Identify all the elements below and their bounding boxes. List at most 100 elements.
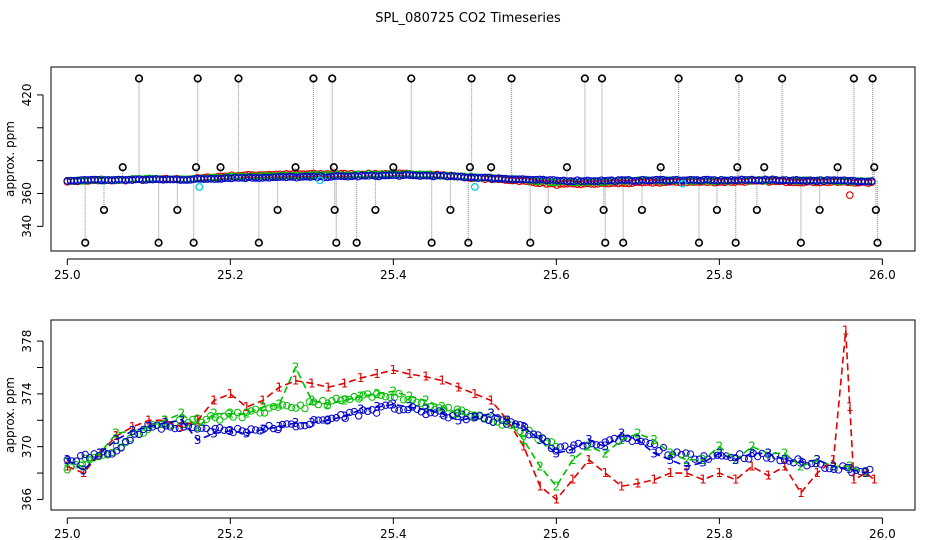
series-1-marker: 1	[373, 367, 381, 381]
blue-circle	[162, 422, 170, 430]
series-1-marker: 1	[683, 466, 691, 480]
green-circle	[386, 393, 394, 401]
black-point	[599, 205, 608, 215]
blue-circle	[81, 450, 89, 459]
blue-circle	[520, 422, 529, 431]
green-circle	[319, 396, 327, 405]
blue-circle	[722, 452, 731, 460]
series-2-marker: 2	[716, 440, 724, 454]
series-2-marker: 2	[487, 407, 495, 421]
black-point	[389, 163, 398, 172]
series-2-marker: 2	[667, 446, 675, 460]
green-circle	[265, 404, 273, 412]
series-2-marker: 2	[846, 459, 854, 473]
cyan-point	[678, 179, 687, 188]
top-y-axis-label: approx. ppm	[3, 121, 17, 197]
green-circle	[359, 391, 367, 399]
y-tick-label: 420	[20, 83, 34, 106]
series-1-marker: 1	[748, 459, 756, 473]
black-point	[173, 205, 182, 215]
green-circle	[301, 404, 309, 413]
series-1-line	[67, 330, 875, 501]
series-2-marker: 2	[797, 459, 805, 473]
green-circle	[507, 421, 515, 429]
series-2-marker: 2	[373, 387, 381, 401]
black-point	[329, 163, 338, 172]
blue-circle	[426, 408, 435, 417]
series-2-marker: 2	[422, 393, 430, 407]
black-point	[752, 205, 761, 215]
green-circle	[444, 403, 453, 412]
green-circle	[233, 408, 242, 417]
series-3-marker: 3	[569, 442, 577, 456]
series-2-marker: 2	[585, 440, 593, 454]
black-point	[371, 205, 380, 215]
series-3-marker: 3	[390, 397, 398, 411]
blue-circle	[126, 436, 134, 445]
top-x-axis: 25.0 25.2 25.4 25.6 25.8 26.0	[54, 258, 896, 282]
black-point	[328, 74, 337, 83]
series-1-marker: 1	[341, 376, 349, 390]
black-point	[189, 238, 198, 247]
series-2-marker: 2	[520, 433, 528, 447]
black-point	[407, 74, 416, 83]
blue-point	[867, 177, 876, 185]
series-2-marker: 2	[308, 393, 316, 407]
black-point	[833, 163, 842, 172]
green-circle	[525, 426, 533, 435]
series-1-marker: 1	[112, 429, 120, 443]
series-2-marker: 2	[553, 479, 561, 493]
series-3-marker: 3	[601, 440, 609, 454]
series-1-marker: 1	[716, 466, 724, 480]
series-2-marker: 2	[210, 407, 218, 421]
series-3-marker: 3	[683, 459, 691, 473]
black-point	[694, 238, 704, 247]
series-2-marker: 2	[227, 407, 235, 421]
x-tick-label: 25.2	[217, 527, 244, 540]
blue-circle	[323, 416, 332, 424]
black-point	[656, 163, 665, 172]
series-3-marker: 3	[308, 416, 316, 430]
green-circle	[211, 413, 219, 422]
series-3-marker: 3	[781, 453, 789, 467]
series-1-marker: 1	[667, 466, 675, 480]
blue-circle	[99, 447, 107, 456]
series-2-marker: 2	[601, 446, 609, 460]
green-circle	[175, 416, 184, 424]
series-3-marker: 3	[438, 407, 446, 421]
black-point	[849, 74, 858, 83]
series-3-marker: 3	[504, 413, 512, 427]
black-point	[191, 163, 201, 172]
blue-circle	[659, 443, 668, 452]
series-2-marker: 2	[406, 390, 414, 404]
green-circle	[260, 409, 269, 417]
blue-circle	[561, 442, 569, 450]
blue-circle	[646, 439, 654, 448]
series-1-marker: 1	[324, 380, 332, 394]
black-point	[332, 238, 341, 247]
green-circle	[462, 408, 470, 417]
blue-point	[864, 177, 873, 186]
cyan-point	[195, 182, 204, 191]
y-tick-label: 374	[20, 382, 34, 405]
x-tick-label: 25.8	[706, 527, 733, 540]
blue-circle	[431, 409, 439, 417]
black-point	[619, 238, 628, 247]
black-point	[597, 74, 607, 83]
blue-circle	[686, 450, 695, 458]
black-point	[118, 163, 127, 172]
blue-circle	[435, 407, 444, 415]
black-point	[562, 163, 572, 172]
green-circle	[139, 429, 148, 437]
blue-circle	[762, 454, 771, 462]
series-2-marker: 2	[161, 413, 169, 427]
series-2-marker: 2	[569, 453, 577, 467]
bottom-y-axis: 366 370 374 378	[20, 330, 44, 511]
blue-circle	[641, 438, 650, 446]
series-3-marker: 3	[634, 433, 642, 447]
series-3-marker: 3	[422, 403, 430, 417]
series-3-marker: 3	[455, 413, 463, 427]
blue-circle	[601, 438, 609, 446]
green-circle	[251, 405, 260, 413]
